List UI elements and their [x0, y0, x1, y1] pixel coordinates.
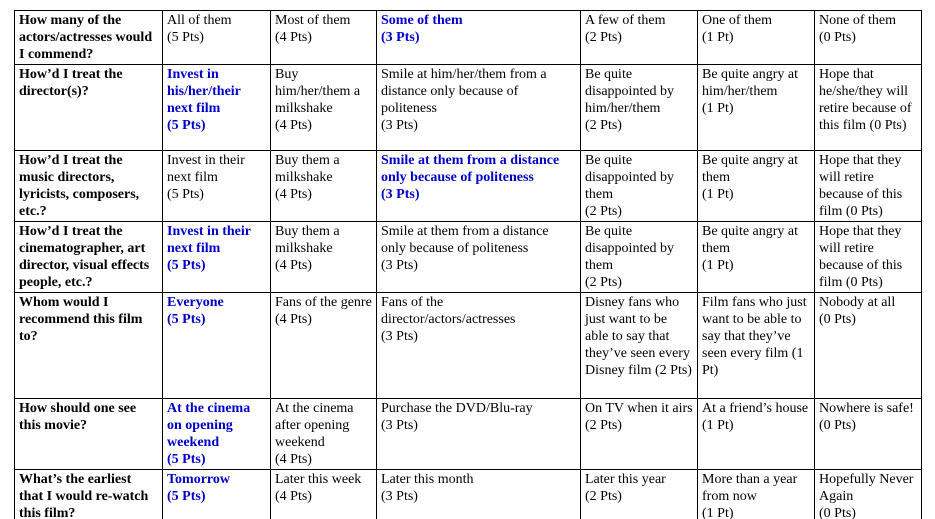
film-rating-table: How many of the actors/actresses would I… [14, 10, 922, 519]
option-cell-selected[interactable]: Some of them (3 Pts) [376, 10, 581, 65]
table-row: How’d I treat the music directors, lyric… [14, 150, 922, 222]
option-cell[interactable]: At a friend’s house (1 Pt) [697, 398, 815, 470]
option-cell[interactable]: Fans of the genre (4 Pts) [270, 292, 377, 399]
question-cell: How should one see this movie? [14, 398, 163, 470]
option-cell[interactable]: Buy them a milkshake (4 Pts) [270, 221, 377, 293]
table-row: How’d I treat the cinematographer, art d… [14, 221, 922, 293]
question-cell: How’d I treat the music directors, lyric… [14, 150, 163, 222]
option-cell[interactable]: Smile at them from a distance only becau… [376, 221, 581, 293]
option-cell[interactable]: Smile at him/her/them from a distance on… [376, 64, 581, 151]
option-cell[interactable]: None of them (0 Pts) [814, 10, 922, 65]
table-row: How’d I treat the director(s)? Invest in … [14, 64, 922, 151]
option-cell[interactable]: Hope that they will retire because of th… [814, 221, 922, 293]
option-cell[interactable]: Be quite disappointed by him/her/them (2… [580, 64, 698, 151]
option-cell[interactable]: Hope that they will retire because of th… [814, 150, 922, 222]
option-cell[interactable]: Buy them a milkshake (4 Pts) [270, 150, 377, 222]
option-cell[interactable]: One of them (1 Pt) [697, 10, 815, 65]
option-cell-selected[interactable]: Tomorrow (5 Pts) [162, 469, 271, 519]
option-cell[interactable]: Later this year (2 Pts) [580, 469, 698, 519]
option-cell[interactable]: Fans of the director/actors/actresses (3… [376, 292, 581, 399]
table-row: Whom would I recommend this film to? Ever… [14, 292, 922, 399]
option-cell[interactable]: Be quite disappointed by them (2 Pts) [580, 221, 698, 293]
option-cell-selected[interactable]: Invest in his/her/their next film (5 Pts… [162, 64, 271, 151]
table-row: How many of the actors/actresses would I… [14, 10, 922, 65]
option-cell[interactable]: All of them (5 Pts) [162, 10, 271, 65]
option-cell[interactable]: At the cinema after opening weekend (4 P… [270, 398, 377, 470]
option-cell[interactable]: A few of them (2 Pts) [580, 10, 698, 65]
option-cell[interactable]: On TV when it airs (2 Pts) [580, 398, 698, 470]
option-cell[interactable]: Nowhere is safe! (0 Pts) [814, 398, 922, 470]
option-cell[interactable]: Buy him/her/them a milkshake (4 Pts) [270, 64, 377, 151]
film-rating-table-body: How many of the actors/actresses would I… [14, 10, 922, 519]
option-cell[interactable]: Later this month (3 Pts) [376, 469, 581, 519]
option-cell[interactable]: Later this week (4 Pts) [270, 469, 377, 519]
option-cell[interactable]: Most of them (4 Pts) [270, 10, 377, 65]
option-cell[interactable]: Be quite angry at them (1 Pt) [697, 221, 815, 293]
question-cell: How’d I treat the director(s)? [14, 64, 163, 151]
option-cell-selected[interactable]: At the cinema on opening weekend (5 Pts) [162, 398, 271, 470]
option-cell-selected[interactable]: Invest in their next film (5 Pts) [162, 221, 271, 293]
option-cell-selected[interactable]: Smile at them from a distance only becau… [376, 150, 581, 222]
table-row: How should one see this movie? At the cin… [14, 398, 922, 470]
question-cell: What’s the earliest that I would re-watc… [14, 469, 163, 519]
option-cell[interactable]: More than a year from now (1 Pt) [697, 469, 815, 519]
question-cell: How many of the actors/actresses would I… [14, 10, 163, 65]
option-cell[interactable]: Hopefully Never Again (0 Pts) [814, 469, 922, 519]
option-cell[interactable]: Purchase the DVD/Blu-ray (3 Pts) [376, 398, 581, 470]
option-cell-selected[interactable]: Everyone (5 Pts) [162, 292, 271, 399]
option-cell[interactable]: Be quite disappointed by them (2 Pts) [580, 150, 698, 222]
question-cell: Whom would I recommend this film to? [14, 292, 163, 399]
option-cell[interactable]: Be quite angry at them (1 Pt) [697, 150, 815, 222]
table-row: What’s the earliest that I would re-watc… [14, 469, 922, 519]
question-cell: How’d I treat the cinematographer, art d… [14, 221, 163, 293]
option-cell[interactable]: Hope that he/she/they will retire becaus… [814, 64, 922, 151]
option-cell[interactable]: Nobody at all (0 Pts) [814, 292, 922, 399]
option-cell[interactable]: Disney fans who just want to be able to … [580, 292, 698, 399]
option-cell[interactable]: Be quite angry at him/her/them (1 Pt) [697, 64, 815, 151]
option-cell[interactable]: Invest in their next film (5 Pts) [162, 150, 271, 222]
option-cell[interactable]: Film fans who just want to be able to sa… [697, 292, 815, 399]
